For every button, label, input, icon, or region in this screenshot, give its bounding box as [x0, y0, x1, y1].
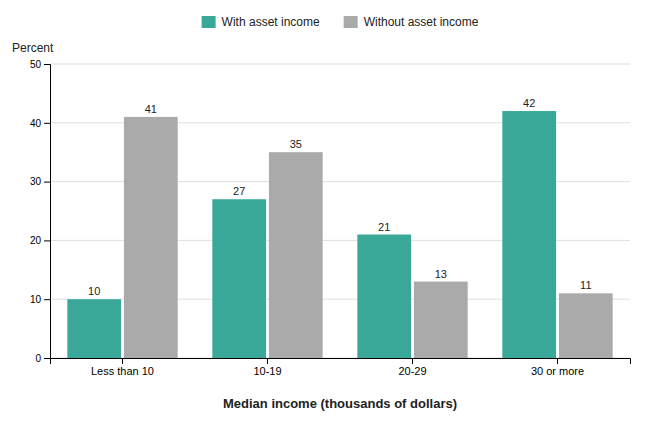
tick: Less than 10: [91, 358, 154, 377]
tick-label: Less than 10: [91, 365, 154, 377]
grid: [50, 64, 630, 358]
bar: [269, 152, 323, 358]
data-label: 41: [145, 103, 157, 115]
bar: [67, 299, 121, 358]
tick-mark: [412, 358, 413, 364]
y-axis-title: Percent: [12, 41, 54, 55]
tick: 50: [30, 59, 50, 70]
bars: [67, 111, 612, 358]
legend-label: Without asset income: [364, 15, 479, 29]
data-label: 27: [233, 185, 245, 197]
bar: [414, 282, 468, 358]
chart: 10 27 21 42 41 35 13 11 0 10 20 30 40 50 Less than 10 1…: [0, 0, 650, 430]
tick: 40: [30, 118, 50, 129]
tick-mark: [44, 240, 50, 241]
tick-label: 40: [30, 118, 42, 129]
tick: 30: [30, 176, 50, 187]
legend-label: With asset income: [222, 15, 320, 29]
tick-mark: [557, 358, 558, 364]
plot: 10 27 21 42 41 35 13 11 0 10 20 30 40 50 Less than 10 1…: [30, 59, 631, 377]
tick-mark: [44, 64, 50, 65]
tick-label: 20-29: [398, 365, 426, 377]
tick: 10: [30, 294, 50, 305]
tick-label: 10-19: [253, 365, 281, 377]
tick-mark: [44, 182, 50, 183]
data-labels: 10 27 21 42 41 35 13 11: [88, 97, 591, 297]
data-label: 21: [378, 221, 390, 233]
bar: [124, 117, 178, 358]
tick: 30 or more: [531, 358, 584, 377]
tick-label: 20: [30, 235, 42, 246]
tick-label: 10: [30, 294, 42, 305]
y-axis: 0 10 20 30 40 50: [30, 59, 51, 364]
tick-mark: [44, 299, 50, 300]
x-axis-title: Median income (thousands of dollars): [223, 396, 457, 411]
tick-label: 50: [30, 59, 42, 70]
tick: 10-19: [253, 358, 281, 377]
tick-label: 30: [30, 176, 42, 187]
data-label: 10: [88, 285, 100, 297]
data-label: 11: [580, 279, 591, 291]
tick-label: 0: [35, 353, 41, 364]
bar: [357, 235, 411, 358]
bar: [212, 199, 266, 358]
legend-item: With asset income: [202, 15, 320, 29]
tick-mark: [267, 358, 268, 364]
grid-line: [50, 64, 630, 65]
legend: With asset income Without asset income: [202, 15, 479, 29]
legend-swatch: [202, 16, 216, 28]
tick-label: 30 or more: [531, 365, 584, 377]
tick: 20-29: [398, 358, 426, 377]
tick: 20: [30, 235, 50, 246]
bar: [559, 293, 613, 358]
tick-mark: [122, 358, 123, 364]
axis-line: [51, 359, 631, 365]
tick-mark: [44, 123, 50, 124]
data-label: 13: [435, 268, 447, 280]
tick-mark: [44, 358, 50, 359]
axis-line: [44, 65, 51, 359]
tick: 0: [35, 353, 50, 364]
legend-swatch: [344, 16, 358, 28]
bar: [502, 111, 556, 358]
data-label: 42: [523, 97, 535, 109]
data-label: 35: [290, 138, 302, 150]
x-axis: Less than 10 10-19 20-29 30 or more: [51, 358, 631, 377]
legend-item: Without asset income: [344, 15, 479, 29]
